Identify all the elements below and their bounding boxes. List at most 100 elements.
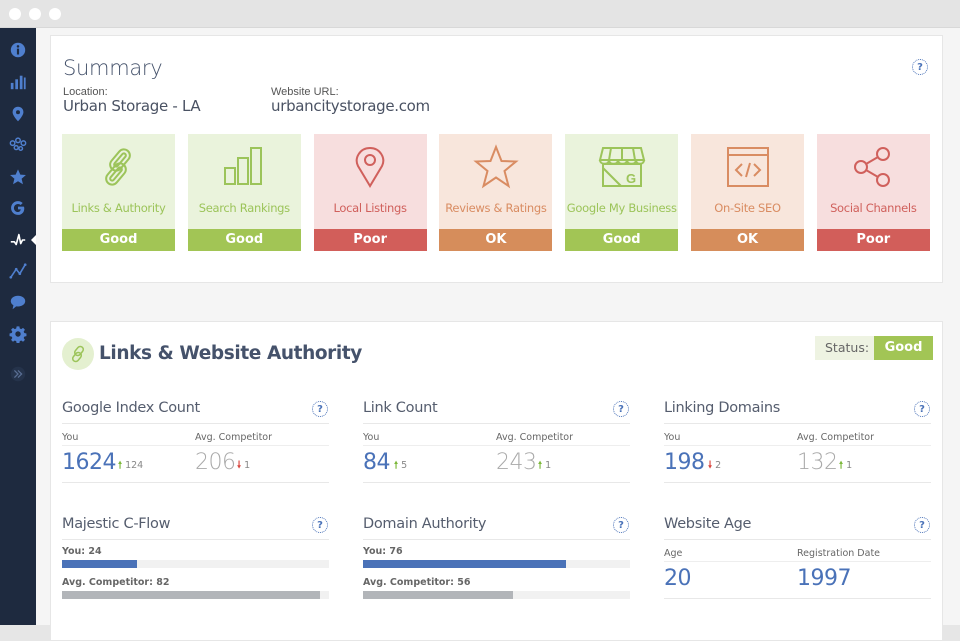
competitor-value: 132 — [797, 450, 838, 475]
summary-card-google-my-business[interactable]: G Google My Business Good — [565, 134, 679, 251]
sidebar-expand-button[interactable] — [8, 364, 28, 384]
metric-title: Google Index Count — [62, 400, 200, 416]
competitor-delta: 🠕 1 — [538, 458, 551, 474]
divider — [363, 539, 630, 540]
divider — [363, 482, 630, 483]
active-item-indicator — [31, 235, 36, 245]
you-delta: 🠕 124 — [118, 458, 143, 474]
card-label: Local Listings — [333, 201, 407, 215]
sidebar-item-local-listings[interactable] — [8, 104, 28, 124]
card-status-badge: Poor — [816, 229, 930, 251]
registration-date-label: Registration Date — [797, 548, 881, 559]
registration-date-value: 1997 — [797, 566, 852, 591]
links-section-title: Links & Website Authority — [99, 343, 362, 364]
divider — [62, 539, 329, 540]
you-value: 84 — [363, 450, 391, 475]
summary-card-links-authority[interactable]: Links & Authority Good — [62, 134, 175, 251]
competitor-bar-track — [363, 591, 630, 599]
divider — [664, 598, 931, 599]
summary-card-social-channels[interactable]: Social Channels Poor — [816, 134, 930, 251]
age-value: 20 — [664, 566, 692, 591]
code-window-icon — [691, 142, 804, 192]
competitor-delta: 🠗 1 — [237, 458, 250, 474]
gear-icon — [9, 326, 27, 343]
bar-chart-icon — [10, 75, 26, 90]
competitor-column-label: Avg. Competitor — [195, 432, 273, 443]
location-value: Urban Storage - LA — [63, 97, 201, 115]
card-label: Links & Authority — [71, 201, 166, 215]
summary-card-reviews-ratings[interactable]: Reviews & Ratings OK — [439, 134, 553, 251]
you-bar-label: You: 24 — [62, 546, 102, 557]
you-delta-value: 2 — [715, 460, 722, 471]
card-status-badge: Good — [62, 229, 175, 251]
summary-title: Summary — [63, 56, 163, 80]
competitor-bar-fill — [62, 591, 320, 599]
sidebar-item-reviews[interactable] — [8, 167, 28, 187]
share-icon — [817, 142, 930, 192]
competitor-value: 206 — [195, 450, 236, 475]
sidebar-item-info[interactable] — [8, 40, 28, 60]
help-icon[interactable]: ? — [312, 401, 328, 417]
card-status-badge: Good — [187, 229, 301, 251]
you-column-label: You — [664, 432, 681, 443]
pulse-icon — [10, 233, 26, 246]
summary-card-local-listings[interactable]: Local Listings Poor — [313, 134, 427, 251]
sidebar-item-settings[interactable] — [8, 324, 28, 344]
you-bar-label: You: 76 — [363, 546, 403, 557]
metric-title: Domain Authority — [363, 516, 487, 532]
sidebar-item-activity[interactable] — [8, 230, 28, 250]
arrow-down-icon: 🠗 — [708, 460, 713, 471]
you-delta-value: 124 — [125, 460, 144, 471]
location-label: Location: — [63, 86, 108, 98]
help-icon[interactable]: ? — [914, 401, 930, 417]
you-bar-fill — [363, 560, 566, 568]
status-label: Status: — [815, 336, 874, 360]
sidebar-item-trends[interactable] — [8, 261, 28, 281]
summary-card-on-site-seo[interactable]: On-Site SEO OK — [691, 134, 804, 251]
you-bar-track — [62, 560, 329, 568]
metric-title: Linking Domains — [664, 400, 781, 416]
website-url-value: urbancitystorage.com — [271, 97, 430, 115]
competitor-bar-label: Avg. Competitor: 82 — [62, 577, 170, 588]
you-delta: 🠕 5 — [394, 458, 407, 474]
divider — [363, 423, 630, 424]
divider — [664, 539, 931, 540]
google-icon — [11, 201, 25, 215]
arrow-up-icon: 🠕 — [118, 460, 123, 471]
link-icon — [62, 142, 175, 192]
window-maximize-button[interactable] — [49, 8, 61, 20]
you-column-label: You — [363, 432, 380, 443]
sidebar-item-rankings[interactable] — [8, 72, 28, 92]
arrow-down-icon: 🠗 — [237, 460, 242, 471]
help-icon[interactable]: ? — [312, 517, 328, 533]
summary-help-icon[interactable]: ? — [912, 59, 928, 75]
sidebar-item-social[interactable] — [8, 292, 28, 312]
you-column-label: You — [62, 432, 79, 443]
divider — [62, 445, 329, 446]
links-authority-panel: Links & Website Authority Status: Good G… — [50, 321, 943, 641]
you-bar-fill — [62, 560, 138, 568]
window-minimize-button[interactable] — [29, 8, 41, 20]
divider — [363, 445, 630, 446]
competitor-bar-label: Avg. Competitor: 56 — [363, 577, 471, 588]
card-label: Reviews & Ratings — [445, 201, 547, 215]
competitor-delta-value: 1 — [244, 460, 251, 471]
map-pin-icon — [314, 142, 427, 192]
competitor-delta-value: 1 — [846, 460, 853, 471]
card-status-badge: OK — [691, 229, 804, 251]
competitor-value: 243 — [496, 450, 537, 475]
help-icon[interactable]: ? — [914, 517, 930, 533]
window-close-button[interactable] — [9, 8, 21, 20]
divider — [664, 423, 931, 424]
sidebar-item-locations[interactable] — [8, 134, 28, 154]
summary-card-search-rankings[interactable]: Search Rankings Good — [187, 134, 301, 251]
divider — [664, 482, 931, 483]
help-icon[interactable]: ? — [613, 517, 629, 533]
competitor-column-label: Avg. Competitor — [496, 432, 574, 443]
you-value: 198 — [664, 450, 705, 475]
you-delta: 🠗 2 — [708, 458, 721, 474]
help-icon[interactable]: ? — [613, 401, 629, 417]
links-section-icon — [62, 338, 94, 370]
sidebar-item-google[interactable] — [8, 198, 28, 218]
main-content: Summary ? Location: Urban Storage - LA W… — [36, 28, 960, 641]
